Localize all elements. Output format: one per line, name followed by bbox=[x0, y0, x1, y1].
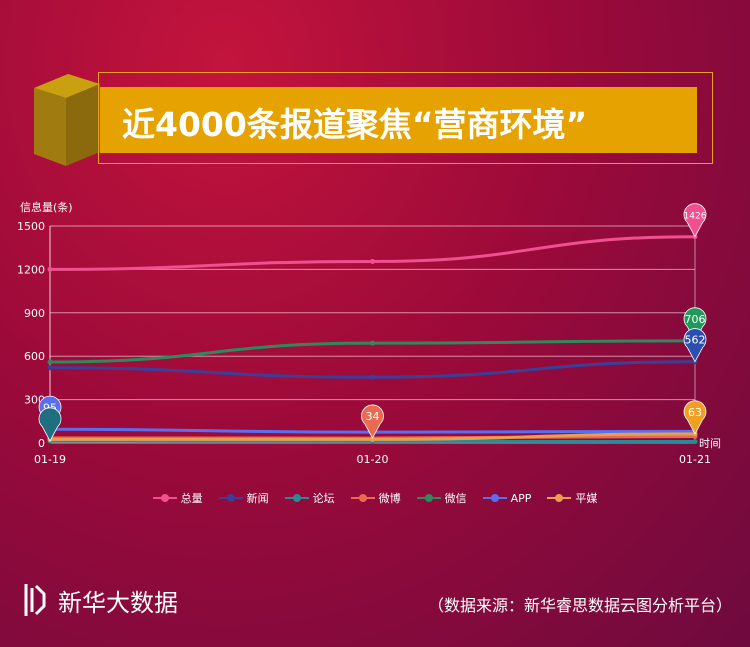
legend-item[interactable]: 微信 bbox=[416, 488, 467, 508]
y-axis-label: 信息量(条) bbox=[20, 200, 73, 214]
y-tick-label: 900 bbox=[24, 307, 45, 320]
legend-swatch bbox=[218, 493, 243, 503]
marker-label: 706 bbox=[685, 313, 706, 326]
legend-label: 总量 bbox=[180, 492, 203, 505]
legend-swatch bbox=[416, 493, 441, 503]
marker-pin: 34 bbox=[361, 404, 384, 439]
data-point bbox=[47, 365, 53, 371]
legend-item[interactable]: 论坛 bbox=[284, 488, 335, 508]
legend-swatch bbox=[482, 493, 507, 503]
page-title: 近4000条报道聚焦“营商环境” bbox=[122, 105, 588, 144]
data-source: （数据来源：新华睿思数据云图分析平台） bbox=[427, 596, 732, 615]
title-bar bbox=[100, 87, 697, 153]
series-line-总量 bbox=[49, 235, 696, 271]
title-frame bbox=[98, 72, 713, 164]
x-axis-label: 时间 bbox=[699, 437, 721, 450]
data-point bbox=[370, 340, 375, 346]
marker-pin: 1426 bbox=[684, 203, 707, 238]
marker-pin bbox=[38, 407, 62, 442]
data-point bbox=[47, 266, 53, 272]
chart-legend: 总量 新闻 论坛 微博 微信 APP 平媒 bbox=[0, 488, 750, 508]
legend-item[interactable]: 微博 bbox=[350, 488, 401, 508]
data-point bbox=[370, 436, 375, 442]
cube-decoration bbox=[34, 74, 100, 166]
legend-label: 平媒 bbox=[575, 492, 598, 505]
brand: 新华大数据 bbox=[20, 580, 178, 620]
legend-item[interactable]: APP bbox=[482, 488, 532, 508]
legend-item[interactable]: 平媒 bbox=[547, 488, 597, 508]
legend-label: 新闻 bbox=[246, 492, 269, 505]
marker-pin: 63 bbox=[683, 400, 707, 435]
y-tick-label: 0 bbox=[38, 437, 45, 450]
legend-item[interactable]: 总量 bbox=[152, 488, 203, 508]
x-tick-label: 01-21 bbox=[679, 453, 711, 466]
marker-label: 63 bbox=[688, 406, 702, 419]
y-tick-label: 600 bbox=[24, 350, 45, 363]
brand-name: 新华大数据 bbox=[58, 588, 178, 617]
data-point bbox=[370, 258, 375, 264]
data-point bbox=[370, 374, 375, 380]
legend-label: APP bbox=[510, 491, 532, 505]
marker-label: 34 bbox=[366, 410, 380, 423]
legend-label: 微信 bbox=[444, 492, 467, 505]
marker-label: 1426 bbox=[684, 212, 707, 222]
data-point bbox=[47, 359, 53, 365]
data-point bbox=[692, 439, 698, 445]
legend-swatch bbox=[350, 493, 375, 503]
x-tick-label: 01-20 bbox=[357, 453, 389, 466]
y-tick-label: 1500 bbox=[17, 220, 45, 233]
legend-label: 论坛 bbox=[312, 492, 335, 505]
legend-swatch bbox=[547, 493, 572, 503]
legend-swatch bbox=[284, 493, 309, 503]
marker-label: 562 bbox=[685, 334, 706, 347]
marker-pin: 562 bbox=[683, 328, 707, 363]
y-tick-label: 1200 bbox=[17, 263, 45, 276]
x-tick-label: 01-19 bbox=[34, 453, 66, 466]
legend-swatch bbox=[152, 493, 177, 503]
legend-item[interactable]: 新闻 bbox=[218, 488, 269, 508]
brand-logo-icon bbox=[24, 584, 46, 616]
marker-pin: 706 bbox=[683, 307, 707, 342]
legend-label: 微博 bbox=[378, 492, 401, 505]
